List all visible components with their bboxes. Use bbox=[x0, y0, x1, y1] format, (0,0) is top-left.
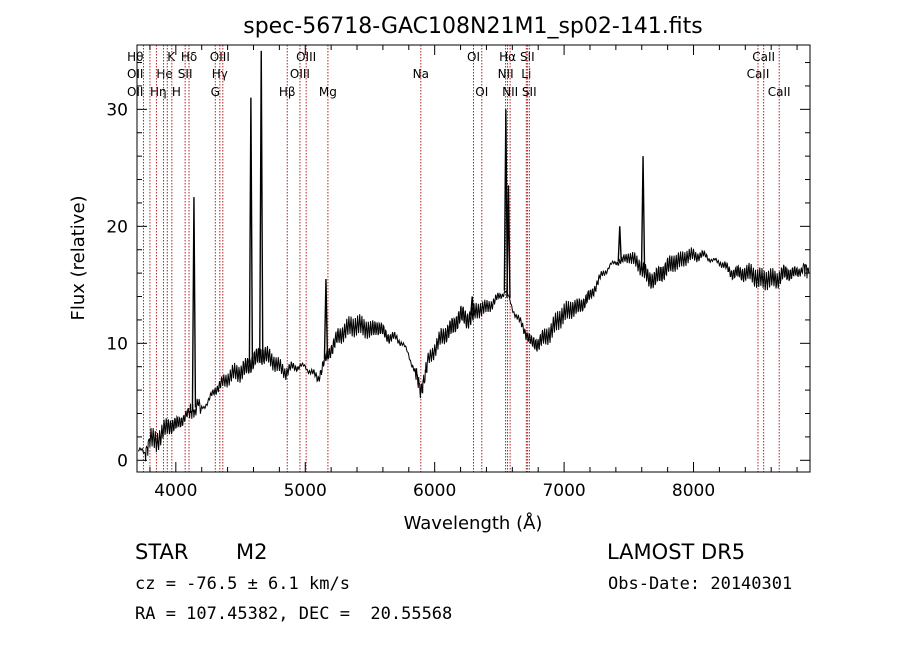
y-tick-label: 10 bbox=[106, 334, 128, 354]
line-marker-label: CaII bbox=[752, 50, 775, 64]
emission-spike-1 bbox=[248, 97, 254, 364]
line-marker-label: Hθ bbox=[127, 50, 143, 64]
emission-spike-7 bbox=[617, 226, 622, 262]
line-marker-label: OI bbox=[475, 85, 488, 99]
x-tick-label: 7000 bbox=[542, 481, 585, 501]
survey-label: LAMOST DR5 bbox=[607, 540, 746, 564]
plot-frame bbox=[136, 44, 811, 473]
line-marker-label: OIII bbox=[290, 67, 310, 81]
object-subclass-label: M2 bbox=[236, 540, 268, 564]
line-marker-label: OIII bbox=[296, 50, 316, 64]
x-tick-label: 6000 bbox=[413, 481, 456, 501]
line-marker-label: SII bbox=[178, 67, 193, 81]
spectrum-line-0 bbox=[137, 247, 810, 462]
emission-spike-5 bbox=[503, 109, 509, 291]
line-marker-label: SII bbox=[520, 50, 535, 64]
line-marker-label: Hη bbox=[150, 85, 167, 99]
x-axis-label: Wavelength (Å) bbox=[404, 512, 543, 534]
x-tick-label: 8000 bbox=[672, 481, 715, 501]
y-tick-label: 30 bbox=[106, 100, 128, 120]
x-tick-label: 5000 bbox=[284, 481, 327, 501]
line-marker-label: Li bbox=[521, 67, 531, 81]
y-tick-label: 20 bbox=[106, 217, 128, 237]
object-class-label: STAR bbox=[135, 540, 189, 564]
spectrum-series bbox=[137, 50, 810, 462]
line-marker-label: OIII bbox=[210, 50, 230, 64]
axes: 4000 5000 6000 7000 8000 0 10 20 30 bbox=[106, 45, 810, 501]
line-marker-label: Hδ bbox=[181, 50, 197, 64]
line-marker-label: H bbox=[172, 85, 181, 99]
line-marker-label: SII bbox=[522, 85, 537, 99]
emission-spike-8 bbox=[640, 156, 646, 270]
obs-date-text: Obs-Date: 20140301 bbox=[608, 574, 793, 594]
line-marker-label: Na bbox=[413, 67, 429, 81]
line-marker-label: NII bbox=[502, 85, 518, 99]
emission-spike-6 bbox=[506, 185, 511, 298]
emission-spike-2 bbox=[259, 50, 264, 356]
line-marker-label: Hα bbox=[499, 50, 516, 64]
line-marker-label: OII bbox=[127, 67, 144, 81]
y-tick-label: 0 bbox=[117, 451, 128, 471]
emission-spike-4 bbox=[470, 296, 475, 316]
line-marker-label: NII bbox=[498, 67, 514, 81]
emission-spike-3 bbox=[323, 278, 329, 359]
line-marker-label: He bbox=[156, 67, 172, 81]
line-marker-label: Hβ bbox=[279, 85, 296, 99]
emission-spike-0 bbox=[191, 197, 197, 408]
chart-title: spec-56718-GAC108N21M1_sp02-141.fits bbox=[243, 14, 703, 39]
line-marker-label: OI bbox=[467, 50, 480, 64]
redshift-velocity-text: cz = -76.5 ± 6.1 km/s bbox=[135, 574, 350, 594]
y-axis-label: Flux (relative) bbox=[68, 195, 89, 320]
line-marker-label: CaII bbox=[768, 85, 791, 99]
line-marker-label: CaII bbox=[747, 67, 770, 81]
line-marker-label: OII bbox=[127, 85, 144, 99]
line-marker-label: Hγ bbox=[212, 67, 228, 81]
line-marker-label: Mg bbox=[319, 85, 337, 99]
x-tick-label: 4000 bbox=[154, 481, 197, 501]
line-marker-label: G bbox=[211, 85, 220, 99]
coordinates-text: RA = 107.45382, DEC = 20.55568 bbox=[135, 604, 453, 624]
